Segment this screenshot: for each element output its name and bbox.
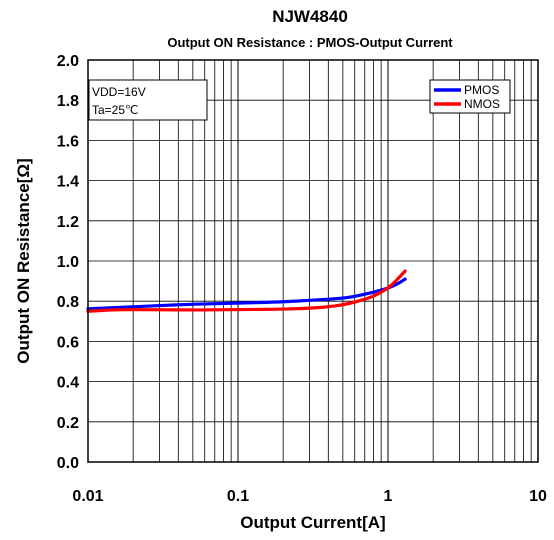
legend-label-nmos: NMOS [464,97,500,111]
y-tick-label: 1.0 [57,254,79,271]
conditions-box [88,79,208,121]
x-tick-label: 0.1 [227,488,249,505]
x-tick-label: 1 [384,488,393,505]
x-tick-labels: 0.01 0.1 1 10 [72,488,547,505]
legend-box [429,79,511,114]
y-tick-label: 0.0 [57,455,79,472]
series-line-nmos [86,269,407,313]
y-tick-label: 1.2 [57,214,79,231]
chart-subtitle: Output ON Resistance : PMOS-Output Curre… [167,35,453,50]
y-tick-label: 1.8 [57,93,79,110]
y-tick-label: 0.2 [57,415,79,432]
y-tick-label: 1.4 [57,174,79,191]
legend-label-pmos: PMOS [464,83,499,97]
annotation-ta: Ta=25℃ [92,103,139,117]
y-tick-label: 0.6 [57,334,79,351]
y-tick-label: 0.4 [57,375,79,392]
y-axis-label: Output ON Resistance[Ω] [14,158,33,363]
data-series [86,269,407,313]
annotation-vdd: VDD=16V [92,85,146,99]
x-tick-label: 0.01 [72,488,103,505]
plot-frame [87,59,539,463]
y-tick-label: 0.8 [57,294,79,311]
chart-title: NJW4840 [272,7,348,26]
legend: PMOS NMOS [429,79,511,114]
x-axis-label: Output Current[A] [240,513,385,532]
series-line-pmos [86,277,407,311]
x-tick-label: 10 [529,488,547,505]
conditions-annotation: VDD=16V Ta=25℃ [88,79,208,121]
y-tick-labels: 0.0 0.2 0.4 0.6 0.8 1.0 1.2 1.4 1.6 1.8 2.0 [57,53,79,472]
y-tick-label: 2.0 [57,53,79,70]
y-tick-label: 1.6 [57,133,79,150]
